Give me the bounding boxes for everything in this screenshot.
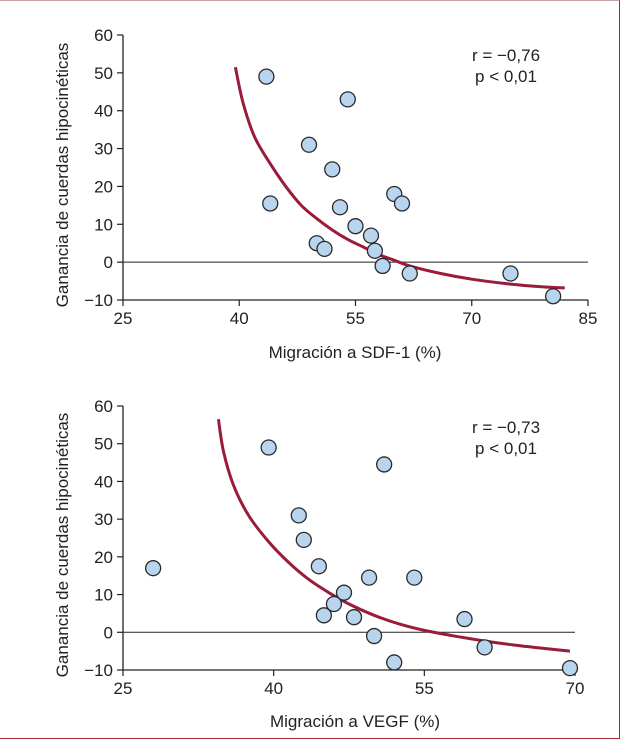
x-tick-label: 40: [264, 679, 283, 698]
fitted-curve: [233, 66, 565, 290]
data-point: [366, 242, 384, 259]
scatter-plot-sdf1: Ganancia de cuerdas hipocinéticas Migrac…: [53, 26, 597, 362]
y-tick-label: 20: [94, 548, 113, 567]
y-tick-label: 40: [94, 472, 113, 491]
y-tick-label: 30: [94, 140, 113, 159]
data-point: [324, 161, 341, 178]
x-tick-label: 70: [566, 679, 585, 698]
x-tick-label: 25: [114, 309, 133, 328]
data-point: [339, 91, 356, 108]
x-tick-label: 55: [415, 679, 434, 698]
data-point: [335, 584, 353, 601]
data-point: [316, 240, 333, 258]
y-tick-label: 10: [94, 586, 113, 605]
data-point: [401, 265, 418, 282]
data-point: [331, 199, 349, 216]
fitted-curve: [216, 418, 571, 653]
data-point: [347, 218, 364, 235]
x-tick-label: 25: [114, 679, 133, 698]
y-tick-label: −10: [84, 661, 113, 680]
data-point: [374, 257, 391, 275]
y-tick-label: 50: [94, 435, 113, 454]
y-tick-label: 30: [94, 510, 113, 529]
data-point: [544, 288, 562, 305]
data-point: [300, 136, 318, 153]
y-tick-label: 20: [94, 177, 113, 196]
r-value-label: r = −0,76: [472, 46, 540, 65]
data-point: [476, 639, 493, 656]
data-point: [144, 560, 162, 577]
x-axis-title: Migración a VEGF (%): [270, 712, 440, 731]
data-point: [362, 227, 380, 244]
p-value-label: p < 0,01: [475, 439, 537, 458]
x-axis-title: Migración a SDF-1 (%): [269, 343, 442, 362]
data-point: [393, 195, 411, 212]
scatter-plot-vegf: Ganancia de cuerdas hipocinéticas Migrac…: [53, 397, 584, 731]
data-point: [295, 531, 312, 549]
x-tick-label: 55: [346, 309, 365, 328]
data-point: [290, 507, 307, 524]
p-value-label: p < 0,01: [475, 67, 537, 86]
data-point: [258, 68, 275, 85]
y-axis-title: Ganancia de cuerdas hipocinéticas: [53, 413, 72, 678]
data-point: [262, 195, 279, 212]
data-point: [376, 456, 393, 473]
y-tick-label: 0: [104, 623, 113, 642]
y-tick-label: 0: [104, 253, 113, 272]
y-axis-title: Ganancia de cuerdas hipocinéticas: [53, 43, 72, 308]
data-point: [325, 595, 343, 613]
data-point: [260, 439, 277, 456]
r-value-label: r = −0,73: [472, 418, 540, 437]
y-tick-label: 40: [94, 102, 113, 121]
data-point: [502, 265, 519, 282]
y-tick-label: 60: [94, 397, 113, 416]
data-point: [386, 654, 403, 671]
x-tick-label: 70: [462, 309, 481, 328]
x-tick-label: 40: [230, 309, 249, 328]
y-tick-label: −10: [84, 291, 113, 310]
y-tick-label: 10: [94, 215, 113, 234]
data-point: [315, 607, 333, 624]
data-point: [365, 627, 383, 645]
data-point: [561, 659, 579, 677]
data-point: [345, 609, 363, 626]
data-point: [456, 610, 473, 628]
y-tick-label: 50: [94, 64, 113, 83]
y-tick-label: 60: [94, 26, 113, 45]
data-point: [406, 569, 423, 586]
data-point: [310, 558, 328, 575]
data-point: [360, 569, 378, 586]
x-tick-label: 85: [579, 309, 598, 328]
